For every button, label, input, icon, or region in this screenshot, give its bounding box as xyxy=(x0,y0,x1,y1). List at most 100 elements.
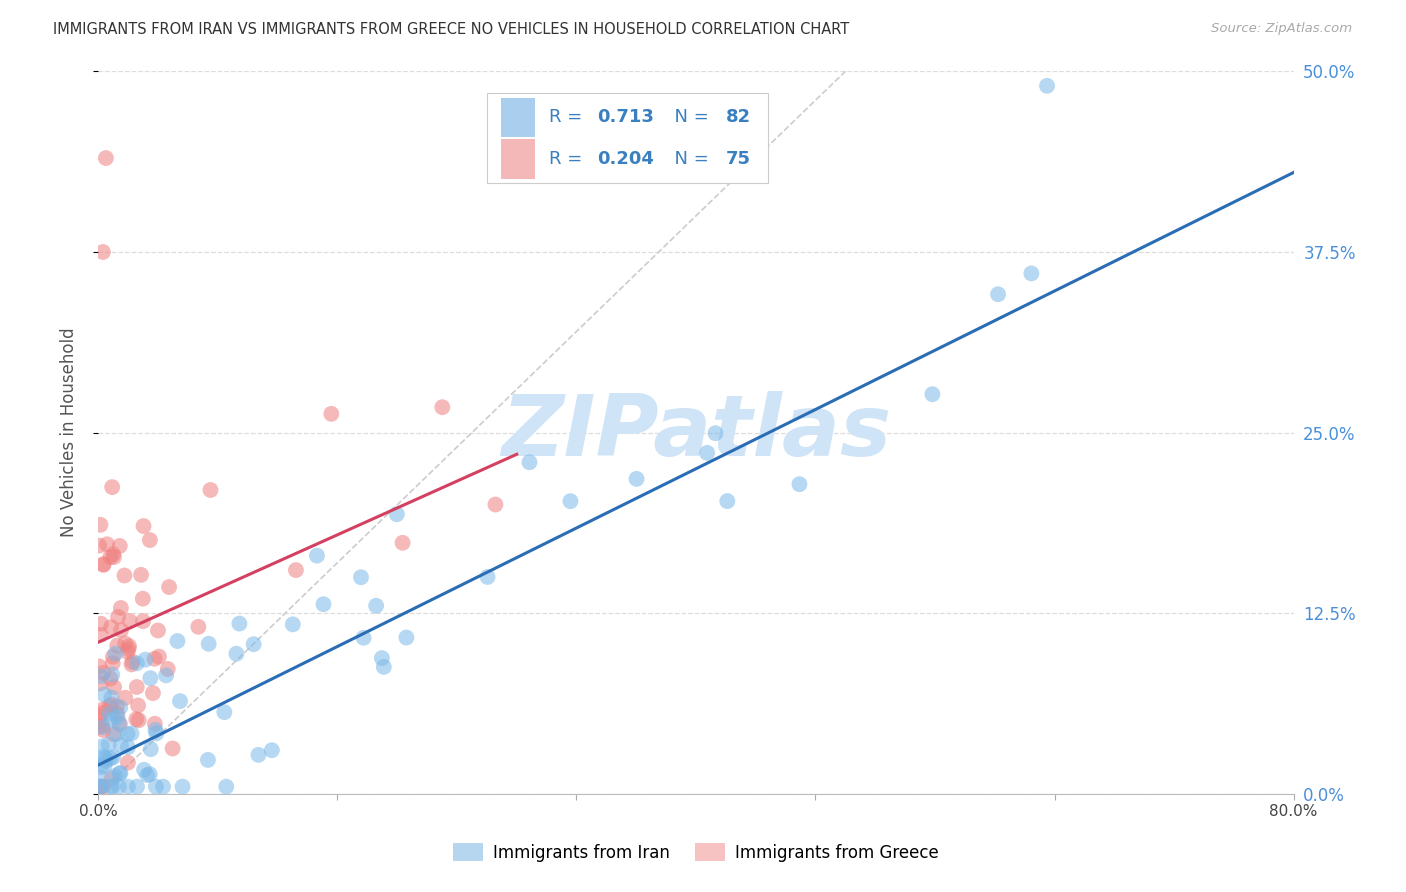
Point xyxy=(121,726,143,740)
Point xyxy=(281,617,304,632)
Point xyxy=(89,709,111,723)
Point xyxy=(127,698,149,713)
FancyBboxPatch shape xyxy=(501,97,534,137)
FancyBboxPatch shape xyxy=(501,139,534,178)
Point xyxy=(200,483,222,497)
Text: R =: R = xyxy=(548,150,588,168)
Point xyxy=(143,716,166,731)
Point xyxy=(100,713,122,727)
Point xyxy=(121,655,143,669)
Point xyxy=(353,631,375,645)
Point xyxy=(89,539,111,553)
Point xyxy=(90,780,112,794)
Point xyxy=(247,747,270,762)
Text: Source: ZipAtlas.com: Source: ZipAtlas.com xyxy=(1212,22,1353,36)
Point xyxy=(169,694,191,708)
Point xyxy=(172,780,194,794)
Point xyxy=(139,767,162,781)
Point xyxy=(391,536,413,550)
Point xyxy=(145,723,167,737)
Point xyxy=(100,672,122,686)
Point xyxy=(108,539,131,553)
Point xyxy=(136,768,159,782)
Point xyxy=(100,620,122,634)
Point xyxy=(132,591,155,606)
Text: 75: 75 xyxy=(725,150,751,168)
Point xyxy=(139,533,162,547)
Point xyxy=(117,740,139,755)
Point xyxy=(94,151,117,165)
Point xyxy=(350,570,373,584)
Point xyxy=(162,741,184,756)
Point xyxy=(105,639,128,653)
Point xyxy=(96,537,118,551)
Point xyxy=(152,780,174,794)
Point xyxy=(312,597,335,611)
Point xyxy=(89,771,111,785)
Point xyxy=(197,637,219,651)
Point xyxy=(305,549,328,563)
Point xyxy=(166,634,188,648)
Point xyxy=(97,737,120,751)
Point xyxy=(91,244,114,259)
Point xyxy=(101,547,124,561)
Point xyxy=(101,780,124,794)
Point xyxy=(100,698,122,712)
Point xyxy=(91,720,114,734)
Point xyxy=(117,727,139,741)
Y-axis label: No Vehicles in Household: No Vehicles in Household xyxy=(59,327,77,538)
Point xyxy=(156,662,179,676)
Legend: Immigrants from Iran, Immigrants from Greece: Immigrants from Iran, Immigrants from Gr… xyxy=(447,837,945,869)
Point xyxy=(90,669,112,683)
Point xyxy=(91,723,114,737)
Point xyxy=(100,780,122,794)
Point xyxy=(519,455,541,469)
Point xyxy=(121,657,143,672)
Point xyxy=(789,477,811,491)
Point xyxy=(1036,78,1059,93)
Point xyxy=(114,636,136,650)
Point xyxy=(716,494,738,508)
Text: R =: R = xyxy=(548,109,588,127)
Text: ZIPatlas: ZIPatlas xyxy=(501,391,891,475)
Point xyxy=(107,610,129,624)
Point xyxy=(366,599,388,613)
Point xyxy=(94,751,117,765)
Text: N =: N = xyxy=(662,150,714,168)
Point xyxy=(90,739,112,754)
Point xyxy=(187,620,209,634)
Point xyxy=(125,657,148,671)
Point xyxy=(117,780,139,794)
Point xyxy=(89,676,111,690)
Point xyxy=(371,651,394,665)
Point xyxy=(921,387,943,401)
Point xyxy=(110,700,132,714)
Point xyxy=(103,727,125,741)
Point xyxy=(107,710,129,724)
Point xyxy=(89,659,111,673)
Point xyxy=(118,639,141,653)
Point xyxy=(284,563,307,577)
Point xyxy=(148,649,170,664)
Point xyxy=(108,717,131,731)
Point xyxy=(228,616,250,631)
Point xyxy=(477,570,499,584)
Point xyxy=(101,657,124,671)
Point xyxy=(101,667,124,681)
Point xyxy=(129,567,152,582)
Point xyxy=(98,698,121,713)
Point xyxy=(93,688,115,702)
Point xyxy=(128,713,150,727)
Point xyxy=(114,568,136,582)
Point xyxy=(91,557,114,571)
Point xyxy=(242,637,264,651)
Point xyxy=(117,641,139,656)
Point xyxy=(110,623,132,637)
Point xyxy=(93,665,115,680)
Point xyxy=(143,652,166,666)
Point xyxy=(704,426,727,441)
Point xyxy=(100,690,122,705)
Text: N =: N = xyxy=(662,109,714,127)
Text: IMMIGRANTS FROM IRAN VS IMMIGRANTS FROM GREECE NO VEHICLES IN HOUSEHOLD CORRELAT: IMMIGRANTS FROM IRAN VS IMMIGRANTS FROM … xyxy=(53,22,849,37)
Point xyxy=(125,712,148,726)
